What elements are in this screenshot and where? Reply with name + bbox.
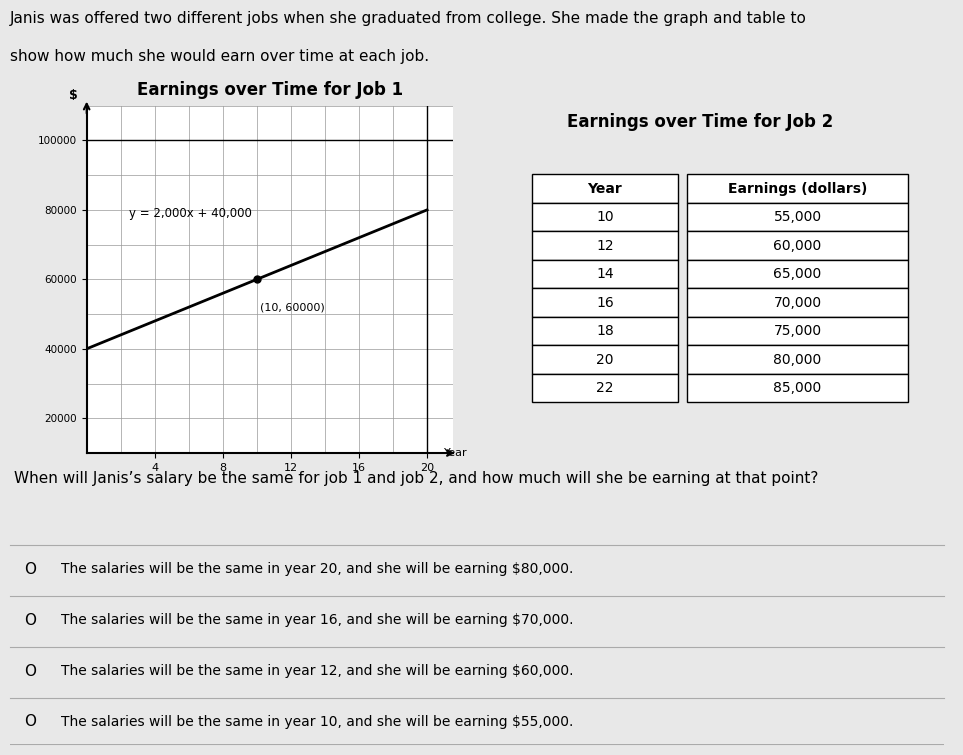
Text: show how much she would earn over time at each job.: show how much she would earn over time a…	[10, 48, 429, 63]
Text: 70,000: 70,000	[773, 296, 821, 310]
Bar	[532, 317, 678, 345]
Text: The salaries will be the same in year 20, and she will be earning $80,000.: The salaries will be the same in year 20…	[61, 562, 573, 576]
Text: 20: 20	[596, 353, 613, 367]
Bar	[532, 345, 678, 374]
Text: O: O	[24, 714, 37, 729]
Bar	[532, 232, 678, 260]
Title: Earnings over Time for Job 1: Earnings over Time for Job 1	[137, 81, 403, 99]
Text: O: O	[24, 612, 37, 627]
Text: 60,000: 60,000	[773, 239, 821, 253]
Text: The salaries will be the same in year 12, and she will be earning $60,000.: The salaries will be the same in year 12…	[61, 664, 574, 678]
Bar	[532, 203, 678, 232]
Text: $: $	[69, 89, 78, 102]
Text: 16: 16	[596, 296, 613, 310]
Text: Year: Year	[587, 182, 622, 196]
Text: 22: 22	[596, 381, 613, 395]
Text: Earnings (dollars): Earnings (dollars)	[728, 182, 868, 196]
Text: The salaries will be the same in year 10, and she will be earning $55,000.: The salaries will be the same in year 10…	[61, 715, 573, 729]
Bar	[687, 317, 908, 345]
Text: 80,000: 80,000	[773, 353, 821, 367]
Text: 65,000: 65,000	[773, 267, 821, 281]
Bar	[532, 374, 678, 402]
Bar	[532, 174, 678, 203]
Text: 85,000: 85,000	[773, 381, 821, 395]
Bar	[687, 288, 908, 317]
Bar	[532, 288, 678, 317]
Text: 75,000: 75,000	[773, 324, 821, 338]
Bar	[687, 374, 908, 402]
Bar	[687, 345, 908, 374]
Text: The salaries will be the same in year 16, and she will be earning $70,000.: The salaries will be the same in year 16…	[61, 613, 574, 627]
Text: O: O	[24, 562, 37, 577]
Bar	[532, 260, 678, 288]
Bar	[687, 232, 908, 260]
Text: 14: 14	[596, 267, 613, 281]
Text: 55,000: 55,000	[773, 210, 821, 224]
Text: O: O	[24, 664, 37, 679]
Text: 10: 10	[596, 210, 613, 224]
Text: When will Janis’s salary be the same for job 1 and job 2, and how much will she : When will Janis’s salary be the same for…	[14, 471, 819, 486]
Text: y = 2,000x + 40,000: y = 2,000x + 40,000	[129, 207, 252, 220]
Bar	[687, 174, 908, 203]
Text: Janis was offered two different jobs when she graduated from college. She made t: Janis was offered two different jobs whe…	[10, 11, 806, 26]
Text: 18: 18	[596, 324, 613, 338]
Text: Earnings over Time for Job 2: Earnings over Time for Job 2	[567, 112, 833, 131]
Bar	[687, 203, 908, 232]
Text: Year: Year	[444, 448, 468, 458]
Text: 12: 12	[596, 239, 613, 253]
Bar	[687, 260, 908, 288]
Text: (10, 60000): (10, 60000)	[260, 303, 325, 313]
